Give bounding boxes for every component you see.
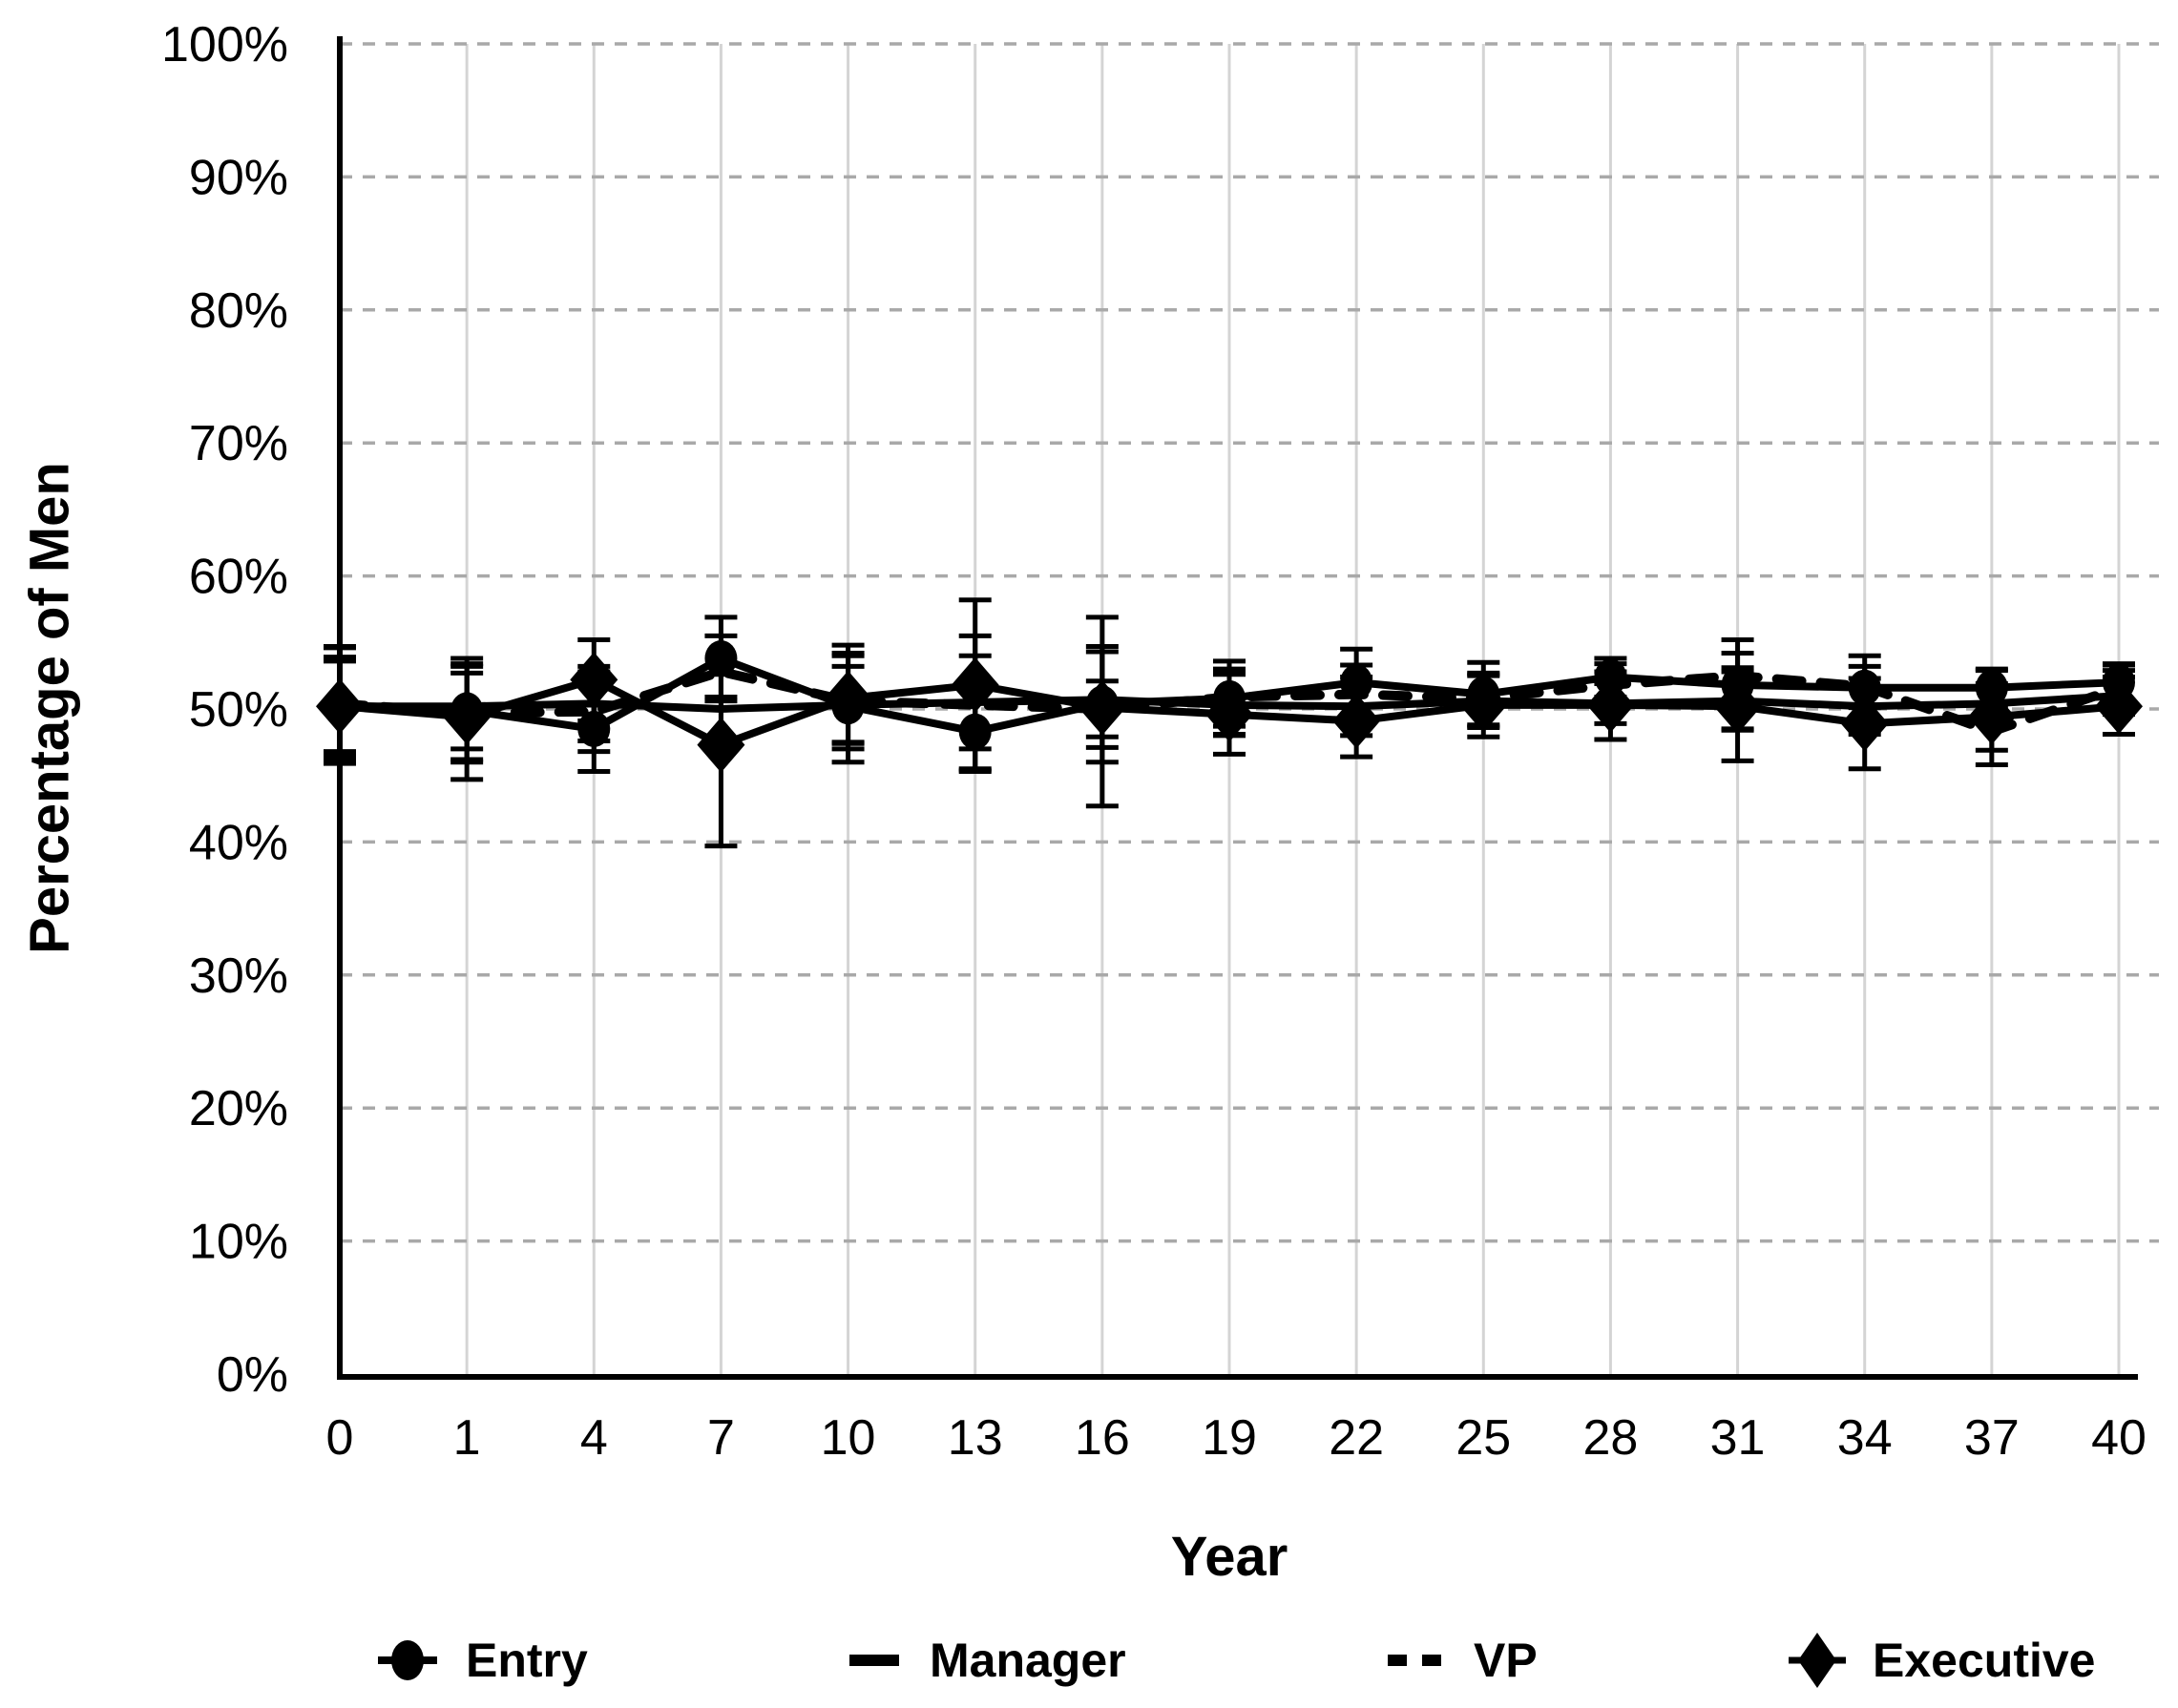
x-axis-title: Year	[1170, 1526, 1288, 1588]
y-tick-label: 0%	[217, 1347, 288, 1403]
x-tick-label: 13	[948, 1410, 1003, 1466]
y-tick-label: 20%	[189, 1081, 288, 1136]
legend-label-vp: VP	[1474, 1634, 1538, 1687]
x-tick-label: 16	[1075, 1410, 1130, 1466]
x-tick-label: 0	[326, 1410, 354, 1466]
y-tick-label: 90%	[189, 150, 288, 205]
x-tick-labels: 0 1 4 7 10 13 16 19 22 25 28 31 34 37 40	[326, 1410, 2147, 1466]
y-tick-label: 80%	[189, 283, 288, 339]
x-tick-label: 10	[821, 1410, 876, 1466]
entry-marker-icon	[378, 1640, 437, 1680]
x-tick-label: 19	[1202, 1410, 1257, 1466]
x-tick-label: 28	[1583, 1410, 1639, 1466]
x-tick-label: 4	[580, 1410, 608, 1466]
markers-executive	[316, 652, 2143, 773]
y-axis-title: Percentage of Men	[18, 462, 81, 954]
executive-marker-icon	[1789, 1633, 1846, 1688]
legend-label-manager: Manager	[930, 1634, 1126, 1687]
legend-item-entry: Entry	[374, 1622, 588, 1698]
legend-item-vp: VP	[1386, 1622, 1538, 1698]
x-tick-label: 40	[2091, 1410, 2147, 1466]
legend-label-executive: Executive	[1873, 1634, 2096, 1687]
manager-marker-icon	[849, 1655, 899, 1666]
x-tick-label: 37	[1964, 1410, 2020, 1466]
y-tick-labels: 0% 10% 20% 30% 40% 50% 60% 70% 80% 90% 100%	[161, 17, 288, 1403]
y-tick-label: 40%	[189, 815, 288, 870]
x-tick-label: 7	[707, 1410, 735, 1466]
horizontal-gridlines	[340, 42, 2159, 1243]
legend-item-manager: Manager	[844, 1622, 1126, 1698]
legend-item-executive: Executive	[1787, 1622, 2095, 1698]
y-tick-label: 70%	[189, 416, 288, 471]
x-tick-label: 25	[1455, 1410, 1511, 1466]
y-tick-label: 60%	[189, 550, 288, 605]
y-tick-label: 30%	[189, 948, 288, 1004]
y-tick-label: 50%	[189, 682, 288, 738]
vp-marker-icon	[1388, 1655, 1447, 1666]
x-tick-label: 1	[453, 1410, 481, 1466]
x-tick-label: 34	[1837, 1410, 1893, 1466]
series-markers	[316, 640, 2143, 773]
x-tick-label: 22	[1329, 1410, 1384, 1466]
y-tick-label: 100%	[161, 17, 288, 73]
y-tick-label: 10%	[189, 1215, 288, 1270]
x-tick-label: 31	[1710, 1410, 1766, 1466]
legend-label-entry: Entry	[466, 1634, 588, 1687]
legend: Entry Manager VP Executive	[0, 1622, 2178, 1698]
